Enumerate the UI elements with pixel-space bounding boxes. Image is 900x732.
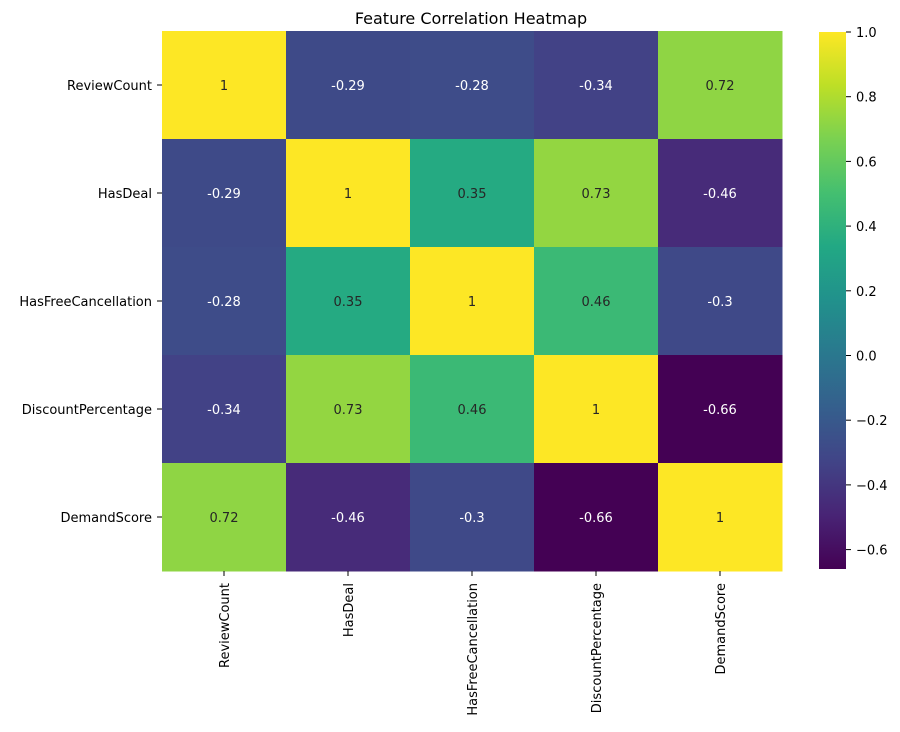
colorbar-ticks: 1.0 0.8 0.6 0.4 0.2 0.0 −0.2 −0.4 −0.6: [846, 26, 888, 559]
colorbar-tick-label: 0.4: [856, 220, 877, 235]
column-tick-label: ReviewCount: [218, 583, 233, 668]
column-tick-label: HasFreeCancellation: [466, 583, 481, 716]
heatmap-cell-value: -0.3: [459, 511, 484, 526]
row-tick-label: HasDeal: [98, 187, 152, 202]
heatmap-cell-value: -0.46: [331, 511, 365, 526]
colorbar-tick-label: 0.0: [856, 349, 877, 364]
heatmap-cell: [286, 31, 411, 140]
heatmap-cell-value: -0.34: [579, 79, 613, 94]
heatmap-cell-value: 0.46: [582, 295, 611, 310]
heatmap-cell: [534, 355, 659, 464]
heatmap-cell: [162, 139, 287, 248]
heatmap-cell: [410, 139, 535, 248]
heatmap-cell-value: -0.28: [455, 79, 489, 94]
heatmap-cell-value: -0.66: [703, 403, 737, 418]
row-tick-labels: ReviewCount HasDeal HasFreeCancellation Dis…: [19, 79, 162, 526]
heatmap-cell: [286, 247, 411, 356]
heatmap-cell: [162, 463, 287, 572]
heatmap-cells: [162, 31, 783, 572]
heatmap-cell: [658, 355, 783, 464]
colorbar: [819, 32, 846, 569]
heatmap-cell: [658, 31, 783, 140]
heatmap-cell: [410, 31, 535, 140]
row-tick-label: HasFreeCancellation: [19, 295, 152, 310]
heatmap-cell-value: -0.28: [207, 295, 241, 310]
heatmap-cell: [286, 139, 411, 248]
heatmap-cell-value: -0.3: [707, 295, 732, 310]
heatmap-cell: [410, 355, 535, 464]
heatmap-cell-value: -0.29: [331, 79, 365, 94]
heatmap-cell-value: 0.35: [334, 295, 363, 310]
heatmap-cell-value: 0.72: [210, 511, 239, 526]
heatmap-cell: [534, 463, 659, 572]
heatmap-cell-value: -0.29: [207, 187, 241, 202]
heatmap-cell: [286, 463, 411, 572]
heatmap-cell: [162, 31, 287, 140]
column-tick-labels: ReviewCount HasDeal HasFreeCancellation Dis…: [218, 571, 729, 716]
heatmap-cell-value: -0.46: [703, 187, 737, 202]
heatmap-cell-value: 0.72: [706, 79, 735, 94]
heatmap-cell-value: 1: [468, 295, 476, 310]
colorbar-tick-label: 0.6: [856, 155, 877, 170]
column-tick-label: DiscountPercentage: [590, 583, 605, 713]
heatmap-cell-value: 0.73: [334, 403, 363, 418]
heatmap-cell: [658, 247, 783, 356]
heatmap-cell-value: 1: [344, 187, 352, 202]
heatmap-cell: [534, 139, 659, 248]
heatmap-cell: [162, 247, 287, 356]
heatmap-cell: [162, 355, 287, 464]
row-tick-label: DiscountPercentage: [22, 403, 152, 418]
colorbar-tick-label: 0.8: [856, 91, 877, 106]
heatmap-cell-value: 0.35: [458, 187, 487, 202]
heatmap-cell-value: 1: [716, 511, 724, 526]
chart-title: Feature Correlation Heatmap: [355, 9, 587, 28]
heatmap-cell-value: -0.34: [207, 403, 241, 418]
colorbar-tick-label: 0.2: [856, 285, 877, 300]
column-tick-label: DemandScore: [714, 583, 729, 675]
heatmap-cell: [534, 247, 659, 356]
heatmap-cell: [534, 31, 659, 140]
colorbar-tick-label: −0.4: [856, 479, 888, 494]
heatmap-cell-labels: 1 -0.29 -0.28 -0.34 0.72 -0.29 1 0.35 0.73 -0.46 -…: [207, 79, 737, 526]
heatmap-cell: [658, 139, 783, 248]
heatmap-cell: [286, 355, 411, 464]
heatmap-cell-value: -0.66: [579, 511, 613, 526]
heatmap-cell-value: 1: [220, 79, 228, 94]
heatmap-cell-value: 0.46: [458, 403, 487, 418]
row-tick-label: DemandScore: [60, 511, 152, 526]
column-tick-label: HasDeal: [342, 583, 357, 637]
row-tick-label: ReviewCount: [67, 79, 152, 94]
heatmap-cell: [410, 463, 535, 572]
heatmap-cell: [658, 463, 783, 572]
colorbar-tick-label: 1.0: [856, 26, 877, 41]
heatmap-cell: [410, 247, 535, 356]
colorbar-tick-label: −0.6: [856, 544, 888, 559]
colorbar-tick-label: −0.2: [856, 414, 888, 429]
heatmap-cell-value: 1: [592, 403, 600, 418]
heatmap-cell-value: 0.73: [582, 187, 611, 202]
